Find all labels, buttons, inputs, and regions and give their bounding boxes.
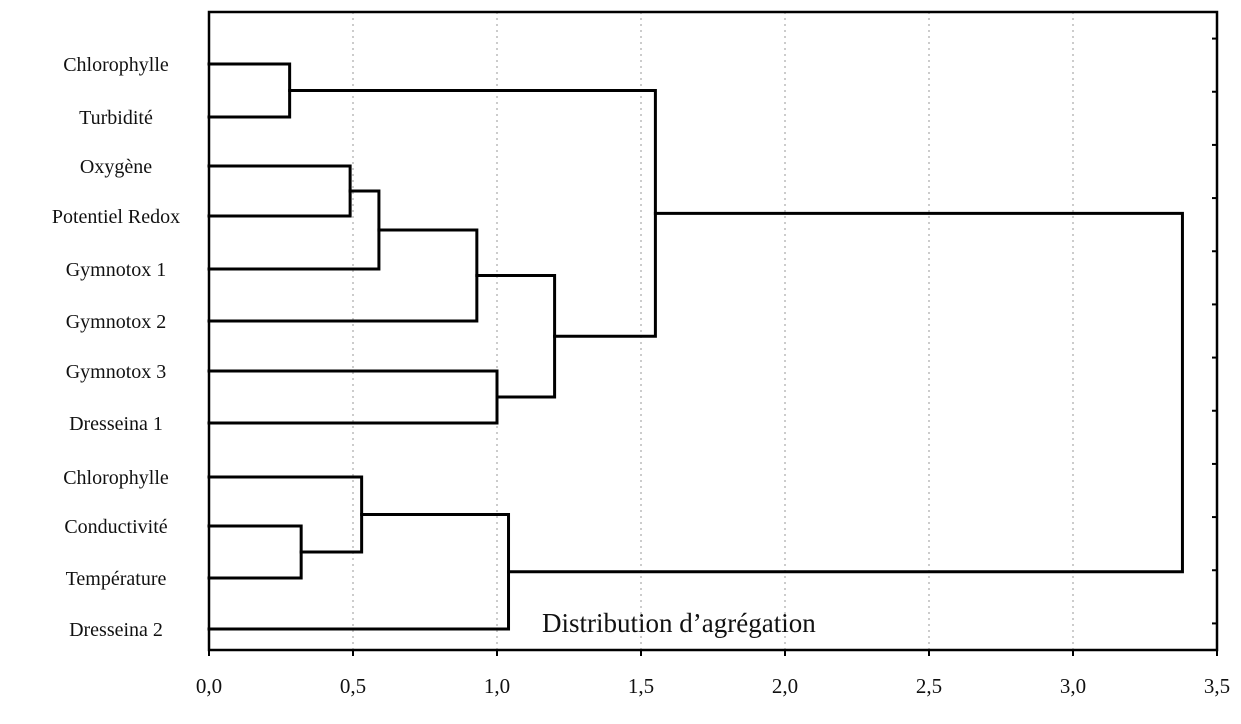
x-tick-label: 1,0 — [484, 674, 510, 698]
dendrogram-branch — [207, 62, 292, 119]
x-tick-label: 2,0 — [772, 674, 798, 698]
dendrogram-branch — [207, 228, 479, 323]
x-tick-label: 0,5 — [340, 674, 366, 698]
leaf-labels: Chlorophylle Turbidité Oxygène Potentiel Re… — [52, 54, 180, 641]
leaf-label: Gymnotox 1 — [66, 259, 167, 281]
dendrogram-branch — [207, 524, 303, 580]
leaf-label: Chlorophylle — [63, 54, 169, 76]
x-tick-label: 3,5 — [1204, 674, 1230, 698]
x-tick-label: 3,0 — [1060, 674, 1086, 698]
leaf-label: Oxygène — [80, 156, 152, 178]
dendrogram-branch — [207, 513, 511, 631]
leaf-label: Dresseina 2 — [69, 619, 163, 641]
leaf-label: Potentiel Redox — [52, 206, 180, 228]
chart-annotation: Distribution d’agrégation — [542, 608, 816, 638]
x-axis-ticks: 0,0 0,5 1,0 1,5 2,0 2,5 3,0 3,5 — [196, 37, 1230, 698]
leaf-label: Température — [66, 568, 167, 590]
x-tick-label: 1,5 — [628, 674, 654, 698]
dendrogram-branch — [207, 475, 364, 554]
x-tick-label: 0,0 — [196, 674, 222, 698]
x-tick-label: 2,5 — [916, 674, 942, 698]
dendrogram-branch — [288, 89, 657, 338]
leaf-label: Dresseina 1 — [69, 413, 163, 435]
dendrogram-branches — [207, 62, 1184, 631]
leaf-label: Conductivité — [64, 516, 167, 538]
leaf-label: Turbidité — [79, 107, 153, 129]
leaf-label: Chlorophylle — [63, 467, 169, 489]
dendrogram-branch — [507, 211, 1184, 574]
dendrogram-branch — [207, 164, 352, 218]
dendrogram-branch — [475, 274, 557, 399]
leaf-label: Gymnotox 2 — [66, 311, 167, 333]
plot-frame — [207, 10, 1219, 652]
leaf-label: Gymnotox 3 — [66, 361, 167, 383]
grid-lines — [352, 12, 1074, 650]
